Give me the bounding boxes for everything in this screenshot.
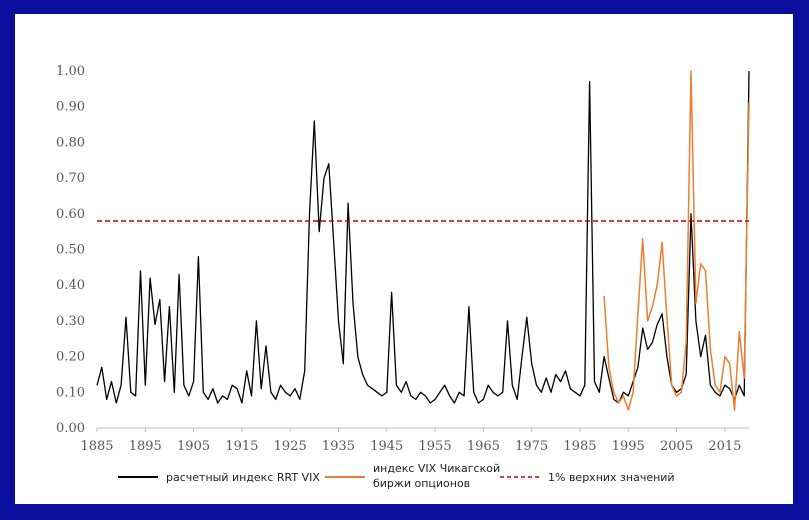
y-tick-label: 0.50	[56, 243, 85, 258]
x-tick-label: 1965	[467, 439, 500, 454]
axes-group: 1.00 0.90 0.80 0.70 0.60 0.50 0.40 0.30 0.20 0.10…	[56, 64, 749, 454]
y-tick-label: 0.20	[56, 350, 85, 365]
x-tick-label: 1895	[129, 439, 162, 454]
y-tick-label: 0.80	[56, 135, 85, 150]
x-tick-label: 1905	[177, 439, 210, 454]
vix-line-chart: 1.00 0.90 0.80 0.70 0.60 0.50 0.40 0.30 0.20 0.10…	[56, 64, 750, 490]
y-tick-label: 1.00	[56, 64, 85, 79]
x-tick-label: 1985	[563, 439, 596, 454]
series-line-rrt-vix	[96, 70, 750, 404]
x-tick-label: 1925	[274, 439, 307, 454]
y-tick-label: 0.60	[56, 207, 85, 222]
chart-frame: 1.00 0.90 0.80 0.70 0.60 0.50 0.40 0.30 0.20 0.10…	[15, 14, 793, 504]
chart-legend: расчетный индекс RRT VIX индекс VIX Чика…	[118, 462, 675, 490]
x-tick-label: 1955	[419, 439, 452, 454]
series-lines	[96, 70, 750, 411]
legend-label-cboe-line1: индекс VIX Чикагской	[373, 462, 500, 475]
x-tick-label: 1885	[80, 439, 113, 454]
y-tick-label: 0.10	[56, 385, 85, 400]
series-line-cboe-vix	[603, 70, 750, 411]
x-tick-label: 1935	[322, 439, 355, 454]
y-tick-label: 0.90	[56, 100, 85, 115]
x-tick-label: 2005	[660, 439, 693, 454]
y-tick-label: 0.40	[56, 278, 85, 293]
y-tick-label: 0.70	[56, 171, 85, 186]
x-tick-label: 1995	[612, 439, 645, 454]
x-tick-label: 1945	[370, 439, 403, 454]
y-tick-label: 0.00	[56, 421, 85, 436]
legend-label-rrt: расчетный индекс RRT VIX	[166, 471, 320, 484]
legend-label-threshold: 1% верхних значений	[548, 471, 675, 484]
legend-label-cboe-line2: биржи опционов	[373, 477, 470, 490]
x-tick-label: 1975	[515, 439, 548, 454]
x-tick-label: 1915	[225, 439, 258, 454]
y-tick-label: 0.30	[56, 314, 85, 329]
x-tick-label: 2015	[708, 439, 741, 454]
